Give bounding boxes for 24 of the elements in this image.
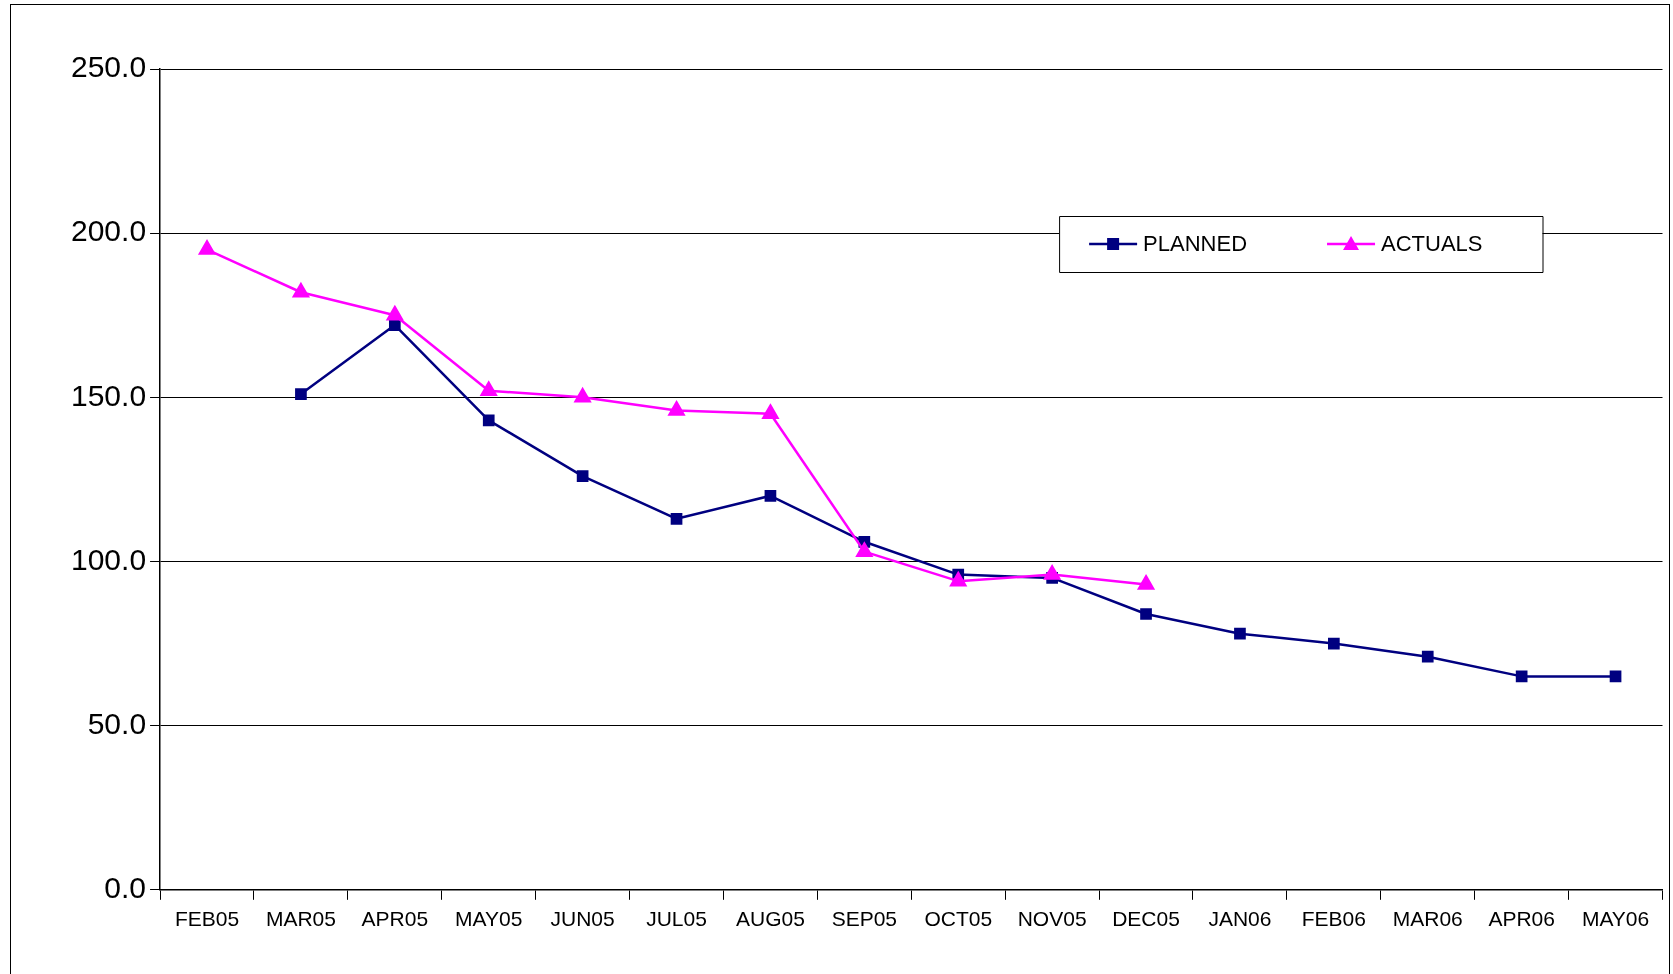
legend-label: PLANNED xyxy=(1143,231,1248,257)
x-tick-label: MAY05 xyxy=(455,907,523,931)
x-tick-label: FEB05 xyxy=(174,907,240,931)
legend-label: ACTUALS xyxy=(1381,231,1483,257)
x-tick-label: OCT05 xyxy=(924,907,993,931)
x-tick-label: NOV05 xyxy=(1017,907,1087,931)
x-tick-label: AUG05 xyxy=(736,907,805,931)
x-tick-label: FEB06 xyxy=(1301,907,1366,931)
x-tick-label: MAR06 xyxy=(1392,907,1463,931)
x-tick-label: MAY06 xyxy=(1581,907,1650,931)
x-tick-label: JUN05 xyxy=(550,907,615,931)
x-tick-label: DEC05 xyxy=(1112,907,1180,931)
x-tick-label: JUL05 xyxy=(646,907,707,931)
x-tick-label: APR06 xyxy=(1488,907,1555,931)
x-tick-label: APR05 xyxy=(361,907,429,931)
x-tick-label: MAR05 xyxy=(265,907,336,931)
y-tick-label: 50.0 xyxy=(87,706,147,740)
y-tick-label: 250.0 xyxy=(71,50,147,84)
y-tick-label: 100.0 xyxy=(71,542,147,576)
y-tick-label: 200.0 xyxy=(71,214,147,248)
x-tick-label: JAN06 xyxy=(1208,907,1272,931)
x-tick-label: SEP05 xyxy=(831,907,898,931)
y-tick-label: 0.0 xyxy=(104,871,147,905)
y-tick-label: 150.0 xyxy=(71,378,147,412)
